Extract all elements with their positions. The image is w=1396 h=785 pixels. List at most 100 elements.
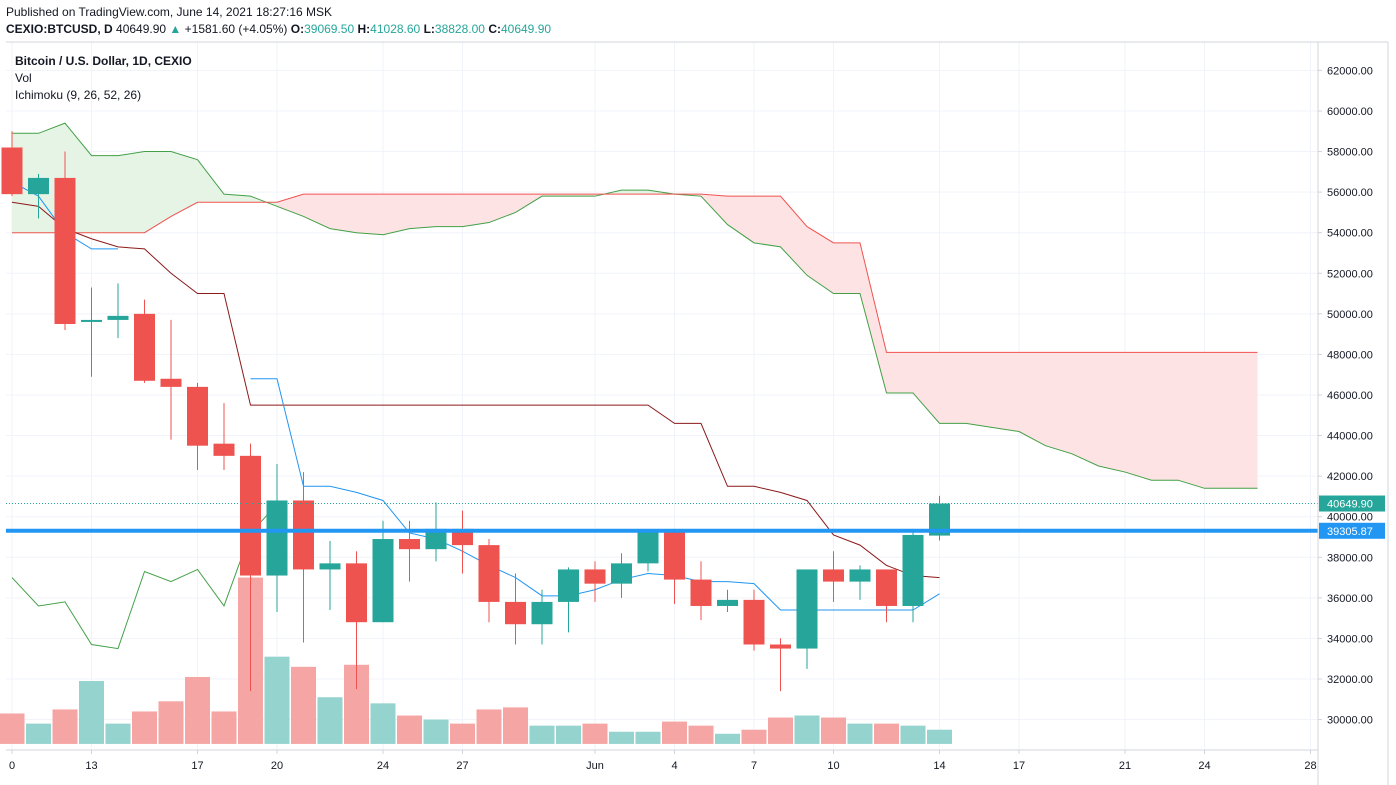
candle-body [240, 455, 261, 576]
x-tick-label: 28 [1304, 760, 1316, 772]
low-label: L: [423, 22, 435, 36]
cloud-segment [1204, 352, 1231, 489]
volume-bar [768, 717, 793, 744]
x-tick-label: 10 [827, 760, 839, 772]
base-line [11, 201, 940, 579]
volume-bar [741, 729, 767, 744]
open-value: 39069.50 [304, 22, 355, 36]
candle-body [425, 528, 447, 550]
cloud-segment [436, 194, 463, 227]
volume-bar [26, 723, 51, 744]
cloud-segment [197, 159, 224, 203]
cloud-segment [1098, 352, 1125, 473]
volume-bar [609, 731, 634, 744]
candle-body [664, 530, 685, 580]
x-tick-label: 27 [456, 760, 468, 772]
candle-body [505, 601, 526, 625]
volume-bar [635, 731, 661, 744]
price-change: +1581.60 (+4.05%) [184, 22, 288, 36]
cloud-segment [833, 242, 860, 294]
volume-bar [105, 723, 131, 744]
open-label: O: [290, 22, 305, 36]
volume-bar [556, 725, 581, 744]
x-tick-label: 21 [1119, 760, 1131, 772]
y-tick-label: 48000.00 [1327, 349, 1373, 361]
candle-body [372, 539, 394, 623]
published-note: Published on TradingView.com, June 14, 2… [6, 5, 332, 19]
volume-bar [79, 681, 104, 744]
symbol-label: CEXIO:BTCUSD, D [6, 22, 113, 36]
volume-bar [158, 701, 184, 744]
x-tick-label: 17 [191, 760, 203, 772]
candle-body [452, 528, 473, 546]
y-tick-label: 32000.00 [1327, 674, 1373, 686]
y-tick-label: 60000.00 [1327, 106, 1373, 118]
leading-span-b-line [12, 193, 1258, 353]
volume-bar [397, 715, 422, 744]
cloud-segment [1151, 352, 1178, 481]
candle-body [81, 319, 102, 322]
ichimoku-cloud [12, 123, 1258, 489]
volume-bar [52, 709, 78, 744]
y-tick-label: 38000.00 [1327, 552, 1373, 564]
cloud-segment [939, 352, 966, 424]
volume-bar [476, 709, 502, 744]
cloud-segment [224, 194, 251, 203]
cloud-segment [144, 151, 171, 233]
candle-body [319, 563, 341, 570]
candle-body [187, 386, 208, 446]
price-tag-bg [1319, 522, 1385, 539]
cloud-segment [1019, 352, 1046, 446]
volume-bar [582, 723, 608, 744]
legend-title[interactable]: Bitcoin / U.S. Dollar, 1D, CEXIO [15, 54, 192, 68]
leading-span-a-line [12, 122, 1258, 489]
y-tick-label: 42000.00 [1327, 471, 1373, 483]
lagging-span-line [11, 504, 278, 650]
volume-bar [264, 656, 290, 744]
legend-ichimoku[interactable]: Ichimoku (9, 26, 52, 26) [15, 88, 142, 102]
candle-body [690, 579, 712, 606]
cloud-segment [1072, 352, 1099, 466]
candle-body [929, 503, 950, 536]
legend-volume[interactable]: Vol [15, 71, 32, 85]
cloud-segment [1178, 352, 1205, 489]
cloud-segment [303, 194, 330, 229]
cloud-segment [277, 194, 304, 217]
volume-bar [317, 697, 343, 744]
x-tick-label: 13 [85, 760, 97, 772]
cloud-segment [489, 194, 516, 223]
cloud-segment [966, 352, 993, 428]
cloud-segment [171, 151, 198, 217]
volume-bar [715, 733, 740, 744]
cloud-segment [727, 196, 754, 243]
price-tag-label: 40649.90 [1327, 499, 1373, 511]
x-tick-label: 24 [377, 760, 389, 772]
candle-body [876, 569, 897, 606]
volume-bar [662, 721, 687, 744]
ohlc-bar: CEXIO:BTCUSD, D 40649.90 ▲ +1581.60 (+4.… [6, 22, 551, 36]
candle-body [213, 443, 235, 456]
candle-body [399, 539, 420, 550]
cloud-segment [992, 352, 1019, 432]
time-axis-bg [0, 750, 1318, 785]
volume-bar [529, 725, 555, 744]
chart-legend: Bitcoin / U.S. Dollar, 1D, CEXIO Vol Ich… [15, 53, 192, 104]
cloud-segment [118, 151, 145, 233]
x-tick-label: 17 [1013, 760, 1025, 772]
high-value: 41028.60 [370, 22, 421, 36]
candles [1, 131, 950, 692]
cloud-segment [542, 194, 569, 197]
close-value: 40649.90 [500, 22, 552, 36]
volume-bar [847, 723, 873, 744]
candle-body [54, 177, 76, 324]
cloud-segment [621, 190, 648, 195]
x-tick-label: 20 [271, 760, 283, 772]
y-tick-label: 58000.00 [1327, 147, 1373, 159]
candle-body [160, 378, 182, 387]
candle-body [902, 534, 924, 606]
cloud-segment [1231, 352, 1258, 489]
y-tick-label: 34000.00 [1327, 633, 1373, 645]
x-tick-label: 14 [933, 760, 945, 772]
candle-body [796, 569, 818, 649]
